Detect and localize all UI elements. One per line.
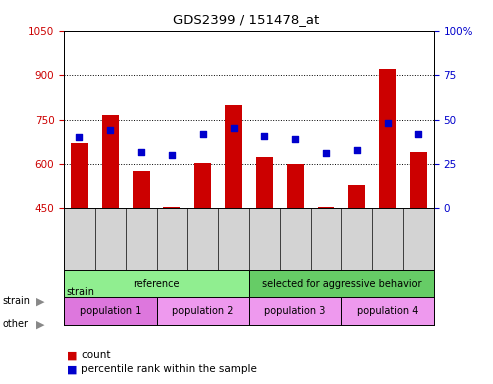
Point bbox=[75, 134, 83, 141]
Bar bbox=[157, 297, 249, 324]
Bar bbox=[349, 185, 365, 209]
Bar bbox=[249, 270, 434, 297]
Text: selected for aggressive behavior: selected for aggressive behavior bbox=[262, 279, 421, 289]
Bar bbox=[287, 164, 304, 209]
Text: ■: ■ bbox=[67, 364, 77, 374]
Text: percentile rank within the sample: percentile rank within the sample bbox=[81, 364, 257, 374]
Bar bbox=[64, 297, 157, 324]
Bar bbox=[225, 105, 242, 209]
Bar bbox=[256, 157, 273, 209]
Bar bbox=[410, 152, 427, 209]
Point bbox=[230, 126, 238, 132]
Text: GDS2399 / 151478_at: GDS2399 / 151478_at bbox=[174, 13, 319, 26]
Bar bbox=[71, 143, 88, 209]
Point bbox=[353, 147, 361, 153]
Text: count: count bbox=[81, 350, 111, 360]
Text: population 1: population 1 bbox=[80, 306, 141, 316]
Text: ▶: ▶ bbox=[35, 319, 44, 329]
Text: ■: ■ bbox=[67, 350, 77, 360]
Text: strain: strain bbox=[2, 296, 31, 306]
Bar bbox=[317, 207, 334, 209]
Bar bbox=[249, 297, 341, 324]
Text: other: other bbox=[2, 319, 29, 329]
Point bbox=[322, 150, 330, 156]
Text: ▶: ▶ bbox=[35, 296, 44, 306]
Bar bbox=[133, 170, 149, 209]
Point bbox=[199, 131, 207, 137]
Point bbox=[384, 120, 391, 126]
Point bbox=[260, 132, 268, 139]
Point bbox=[106, 127, 114, 133]
Point bbox=[168, 152, 176, 158]
Text: population 3: population 3 bbox=[265, 306, 326, 316]
Bar bbox=[341, 297, 434, 324]
Bar bbox=[164, 207, 180, 209]
Bar bbox=[194, 163, 211, 209]
Bar bbox=[102, 115, 119, 209]
Point bbox=[137, 149, 145, 155]
Text: reference: reference bbox=[133, 279, 180, 289]
Text: population 2: population 2 bbox=[172, 306, 234, 316]
Point bbox=[291, 136, 299, 142]
Point bbox=[415, 131, 423, 137]
Text: population 4: population 4 bbox=[357, 306, 418, 316]
Bar bbox=[64, 270, 249, 297]
Bar bbox=[379, 69, 396, 209]
Text: strain: strain bbox=[66, 287, 94, 297]
